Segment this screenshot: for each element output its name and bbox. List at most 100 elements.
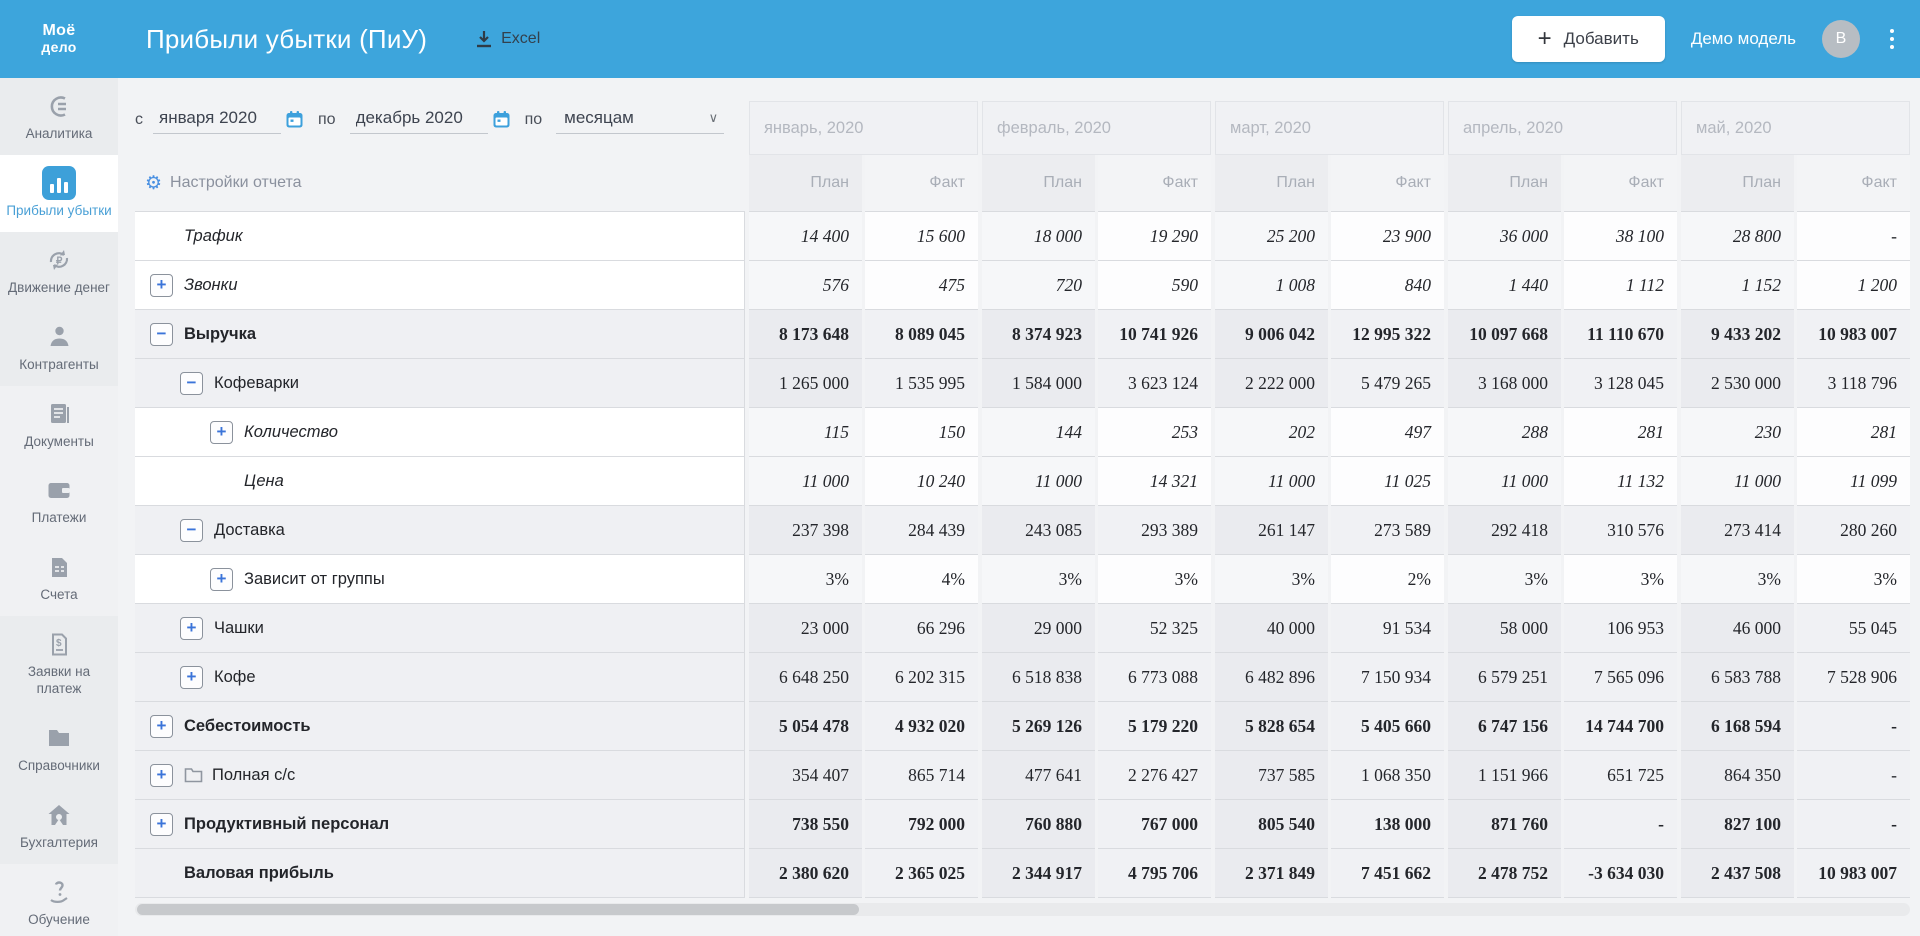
value-cell-plan-month-3[interactable]: 5 828 654 [1215, 702, 1328, 751]
value-cell-fact-month-1[interactable]: 10 240 [865, 457, 978, 506]
value-cell-fact-month-1[interactable]: 1 535 995 [865, 359, 978, 408]
value-cell-fact-month-1[interactable]: 4 932 020 [865, 702, 978, 751]
value-cell-plan-month-2[interactable]: 3% [982, 555, 1095, 604]
value-cell-fact-month-2[interactable]: 10 741 926 [1098, 310, 1211, 359]
value-cell-fact-month-3[interactable]: 11 025 [1331, 457, 1444, 506]
value-cell-plan-month-3[interactable]: 737 585 [1215, 751, 1328, 800]
value-cell-fact-month-4[interactable]: 7 565 096 [1564, 653, 1677, 702]
value-cell-fact-month-2[interactable]: 19 290 [1098, 212, 1211, 261]
sidebar-item-payment-requests[interactable]: $ Заявки на платеж [0, 616, 118, 710]
date-from-input[interactable] [153, 105, 281, 134]
value-cell-plan-month-3[interactable]: 2 371 849 [1215, 849, 1328, 898]
expand-button[interactable]: + [150, 273, 173, 297]
value-cell-plan-month-5[interactable]: 3% [1681, 555, 1794, 604]
value-cell-fact-month-2[interactable]: 3% [1098, 555, 1211, 604]
sidebar-item-accounting[interactable]: Бухгалтерия [0, 786, 118, 864]
value-cell-fact-month-2[interactable]: 3 623 124 [1098, 359, 1211, 408]
expand-button[interactable]: + [150, 714, 173, 738]
value-cell-plan-month-2[interactable]: 8 374 923 [982, 310, 1095, 359]
value-cell-fact-month-3[interactable]: 273 589 [1331, 506, 1444, 555]
value-cell-plan-month-1[interactable]: 354 407 [749, 751, 862, 800]
value-cell-fact-month-4[interactable]: 3% [1564, 555, 1677, 604]
expand-button[interactable]: + [180, 665, 203, 689]
value-cell-plan-month-5[interactable]: 827 100 [1681, 800, 1794, 849]
value-cell-plan-month-3[interactable]: 1 008 [1215, 261, 1328, 310]
value-cell-fact-month-1[interactable]: 15 600 [865, 212, 978, 261]
value-cell-plan-month-4[interactable]: 1 151 966 [1448, 751, 1561, 800]
value-cell-plan-month-5[interactable]: 2 530 000 [1681, 359, 1794, 408]
value-cell-fact-month-3[interactable]: 2% [1331, 555, 1444, 604]
value-cell-plan-month-3[interactable]: 11 000 [1215, 457, 1328, 506]
value-cell-fact-month-3[interactable]: 138 000 [1331, 800, 1444, 849]
value-cell-plan-month-1[interactable]: 11 000 [749, 457, 862, 506]
value-cell-fact-month-3[interactable]: 840 [1331, 261, 1444, 310]
value-cell-fact-month-3[interactable]: 5 479 265 [1331, 359, 1444, 408]
value-cell-plan-month-3[interactable]: 261 147 [1215, 506, 1328, 555]
expand-button[interactable]: + [150, 763, 173, 787]
value-cell-fact-month-5[interactable]: - [1797, 751, 1910, 800]
sidebar-item-analytics[interactable]: Аналитика [0, 78, 118, 155]
kebab-menu-icon[interactable] [1886, 25, 1898, 53]
value-cell-fact-month-3[interactable]: 12 995 322 [1331, 310, 1444, 359]
value-cell-fact-month-5[interactable]: 7 528 906 [1797, 653, 1910, 702]
value-cell-fact-month-1[interactable]: 475 [865, 261, 978, 310]
value-cell-plan-month-2[interactable]: 720 [982, 261, 1095, 310]
excel-export-button[interactable]: Excel [475, 30, 540, 48]
value-cell-fact-month-5[interactable]: 3% [1797, 555, 1910, 604]
sidebar-item-catalogs[interactable]: Справочники [0, 709, 118, 787]
value-cell-fact-month-1[interactable]: 865 714 [865, 751, 978, 800]
value-cell-fact-month-4[interactable]: 3 128 045 [1564, 359, 1677, 408]
value-cell-fact-month-1[interactable]: 284 439 [865, 506, 978, 555]
value-cell-plan-month-5[interactable]: 230 [1681, 408, 1794, 457]
value-cell-plan-month-2[interactable]: 477 641 [982, 751, 1095, 800]
value-cell-fact-month-2[interactable]: 767 000 [1098, 800, 1211, 849]
value-cell-fact-month-5[interactable]: 280 260 [1797, 506, 1910, 555]
sidebar-item-invoices[interactable]: Счета [0, 539, 118, 617]
value-cell-fact-month-3[interactable]: 497 [1331, 408, 1444, 457]
value-cell-plan-month-2[interactable]: 6 518 838 [982, 653, 1095, 702]
value-cell-fact-month-4[interactable]: 14 744 700 [1564, 702, 1677, 751]
value-cell-plan-month-4[interactable]: 871 760 [1448, 800, 1561, 849]
report-settings-button[interactable]: ⚙ Настройки отчета [135, 155, 745, 212]
value-cell-fact-month-1[interactable]: 6 202 315 [865, 653, 978, 702]
value-cell-fact-month-5[interactable]: - [1797, 800, 1910, 849]
value-cell-plan-month-1[interactable]: 3% [749, 555, 862, 604]
value-cell-plan-month-2[interactable]: 11 000 [982, 457, 1095, 506]
value-cell-fact-month-3[interactable]: 7 451 662 [1331, 849, 1444, 898]
value-cell-plan-month-5[interactable]: 46 000 [1681, 604, 1794, 653]
value-cell-plan-month-4[interactable]: 2 478 752 [1448, 849, 1561, 898]
expand-button[interactable]: + [180, 616, 203, 640]
sidebar-item-payments[interactable]: Платежи [0, 462, 118, 540]
value-cell-fact-month-2[interactable]: 14 321 [1098, 457, 1211, 506]
value-cell-plan-month-5[interactable]: 2 437 508 [1681, 849, 1794, 898]
horizontal-scrollbar-thumb[interactable] [137, 904, 859, 915]
value-cell-plan-month-5[interactable]: 28 800 [1681, 212, 1794, 261]
value-cell-plan-month-1[interactable]: 2 380 620 [749, 849, 862, 898]
value-cell-fact-month-5[interactable]: 3 118 796 [1797, 359, 1910, 408]
value-cell-fact-month-1[interactable]: 4% [865, 555, 978, 604]
value-cell-plan-month-3[interactable]: 2 222 000 [1215, 359, 1328, 408]
value-cell-fact-month-2[interactable]: 52 325 [1098, 604, 1211, 653]
add-button[interactable]: + Добавить [1511, 16, 1665, 62]
value-cell-plan-month-3[interactable]: 805 540 [1215, 800, 1328, 849]
value-cell-plan-month-2[interactable]: 760 880 [982, 800, 1095, 849]
value-cell-plan-month-2[interactable]: 5 269 126 [982, 702, 1095, 751]
value-cell-plan-month-2[interactable]: 29 000 [982, 604, 1095, 653]
value-cell-fact-month-5[interactable]: 10 983 007 [1797, 849, 1910, 898]
value-cell-fact-month-4[interactable]: 106 953 [1564, 604, 1677, 653]
period-select[interactable]: месяцам ∨ [556, 106, 725, 134]
value-cell-fact-month-5[interactable]: 55 045 [1797, 604, 1910, 653]
value-cell-plan-month-4[interactable]: 6 747 156 [1448, 702, 1561, 751]
value-cell-plan-month-1[interactable]: 738 550 [749, 800, 862, 849]
value-cell-plan-month-1[interactable]: 576 [749, 261, 862, 310]
value-cell-fact-month-4[interactable]: 11 110 670 [1564, 310, 1677, 359]
value-cell-fact-month-4[interactable]: 651 725 [1564, 751, 1677, 800]
value-cell-plan-month-1[interactable]: 6 648 250 [749, 653, 862, 702]
value-cell-plan-month-3[interactable]: 25 200 [1215, 212, 1328, 261]
value-cell-plan-month-2[interactable]: 1 584 000 [982, 359, 1095, 408]
collapse-button[interactable]: − [180, 371, 203, 395]
value-cell-plan-month-1[interactable]: 8 173 648 [749, 310, 862, 359]
value-cell-fact-month-3[interactable]: 5 405 660 [1331, 702, 1444, 751]
expand-button[interactable]: + [150, 812, 173, 836]
sidebar-item-cash-flow[interactable]: ₽ Движение денег [0, 231, 118, 309]
